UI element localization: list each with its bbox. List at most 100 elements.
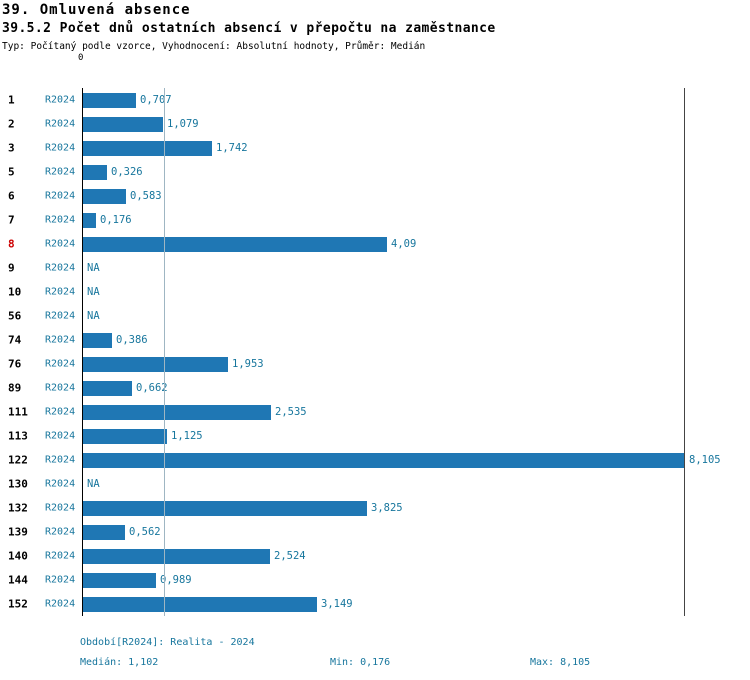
chart-row: 113 R2024 1,125 (0, 424, 750, 448)
chart-row: 3 R2024 1,742 (0, 136, 750, 160)
bar-value-label: 0,707 (140, 94, 172, 106)
value-bar (83, 164, 107, 180)
bar-area: NA (83, 304, 750, 328)
row-series-label: R2024 (45, 214, 76, 226)
row-series-label: R2024 (45, 310, 76, 322)
chart-row: 7 R2024 0,176 (0, 208, 750, 232)
bar-area: 0,583 (83, 184, 750, 208)
bar-area: NA (83, 280, 750, 304)
chart-row: 76 R2024 1,953 (0, 352, 750, 376)
value-bar (83, 380, 132, 396)
chart-row: 1 R2024 0,707 (0, 88, 750, 112)
row-series-label: R2024 (45, 286, 76, 298)
row-series-label: R2024 (45, 502, 76, 514)
row-series-label: R2024 (45, 430, 76, 442)
row-series-label: R2024 (45, 262, 76, 274)
bar-value-label: 2,535 (275, 406, 307, 418)
row-category-label: 89 (8, 381, 22, 395)
bar-value-label: NA (87, 478, 100, 490)
row-category-label: 56 (8, 309, 22, 323)
chart-row: 56 R2024 NA (0, 304, 750, 328)
chart-row: 10 R2024 NA (0, 280, 750, 304)
row-category-label: 152 (8, 597, 28, 611)
row-category-label: 144 (8, 573, 28, 587)
row-category-label: 111 (8, 405, 28, 419)
bar-area: 3,825 (83, 496, 750, 520)
row-category-label: 10 (8, 285, 22, 299)
value-bar (83, 524, 125, 540)
row-category-label: 6 (8, 189, 15, 203)
max-gridline (684, 88, 685, 616)
value-bar (83, 188, 126, 204)
chart-row: 152 R2024 3,149 (0, 592, 750, 616)
row-series-label: R2024 (45, 478, 76, 490)
row-category-label: 139 (8, 525, 28, 539)
value-bar (83, 548, 270, 564)
value-bar (83, 332, 112, 348)
row-category-label: 9 (8, 261, 15, 275)
row-series-label: R2024 (45, 598, 76, 610)
chart-row: 5 R2024 0,326 (0, 160, 750, 184)
bar-value-label: 0,989 (160, 574, 192, 586)
chart-row: 89 R2024 0,662 (0, 376, 750, 400)
value-bar (83, 500, 367, 516)
row-series-label: R2024 (45, 454, 76, 466)
bar-value-label: 0,386 (116, 334, 148, 346)
row-series-label: R2024 (45, 238, 76, 250)
row-category-label: 132 (8, 501, 28, 515)
bar-value-label: NA (87, 286, 100, 298)
chart-row: 8 R2024 4,09 (0, 232, 750, 256)
bar-value-label: 1,742 (216, 142, 248, 154)
chart-row: 6 R2024 0,583 (0, 184, 750, 208)
bar-value-label: 2,524 (274, 550, 306, 562)
bar-value-label: 0,662 (136, 382, 168, 394)
value-bar (83, 452, 685, 468)
chart-row: 130 R2024 NA (0, 472, 750, 496)
bar-area: 0,562 (83, 520, 750, 544)
row-series-label: R2024 (45, 190, 76, 202)
row-series-label: R2024 (45, 382, 76, 394)
row-series-label: R2024 (45, 166, 76, 178)
row-category-label: 1 (8, 93, 15, 107)
row-category-label: 140 (8, 549, 28, 563)
chart-row: 74 R2024 0,386 (0, 328, 750, 352)
row-series-label: R2024 (45, 334, 76, 346)
axis-zero-tick-label: 0 (78, 53, 84, 63)
row-category-label: 8 (8, 237, 15, 251)
value-bar (83, 404, 271, 420)
chart-row: 122 R2024 8,105 (0, 448, 750, 472)
chart-row: 132 R2024 3,825 (0, 496, 750, 520)
value-bar (83, 428, 167, 444)
bar-value-label: 4,09 (391, 238, 417, 250)
bar-area: 1,742 (83, 136, 750, 160)
chart-row: 140 R2024 2,524 (0, 544, 750, 568)
bar-value-label: 3,149 (321, 598, 353, 610)
bar-value-label: NA (87, 310, 100, 322)
bar-area: 0,386 (83, 328, 750, 352)
bar-area: 4,09 (83, 232, 750, 256)
row-category-label: 122 (8, 453, 28, 467)
bar-value-label: 3,825 (371, 502, 403, 514)
zero-axis-line (82, 88, 83, 616)
footer-max-stat: Max: 8,105 (530, 657, 591, 668)
median-gridline (164, 88, 165, 616)
chart-row: 2 R2024 1,079 (0, 112, 750, 136)
row-series-label: R2024 (45, 358, 76, 370)
bar-area: 1,953 (83, 352, 750, 376)
bar-area: 0,326 (83, 160, 750, 184)
bar-area: 0,176 (83, 208, 750, 232)
row-series-label: R2024 (45, 406, 76, 418)
page-title: 39. Omluvená absence (2, 2, 191, 18)
row-series-label: R2024 (45, 574, 76, 586)
bar-area: 0,662 (83, 376, 750, 400)
value-bar (83, 140, 212, 156)
value-bar (83, 116, 163, 132)
row-category-label: 76 (8, 357, 22, 371)
report-meta-line: Typ: Počítaný podle vzorce, Vyhodnocení:… (2, 41, 426, 52)
bar-chart: 1 R2024 0,707 2 R2024 1,079 3 R2024 1,742 5 R2024 0… (0, 88, 750, 616)
bar-area: 3,149 (83, 592, 750, 616)
bar-area: 8,105 (83, 448, 750, 472)
row-series-label: R2024 (45, 142, 76, 154)
value-bar (83, 356, 228, 372)
